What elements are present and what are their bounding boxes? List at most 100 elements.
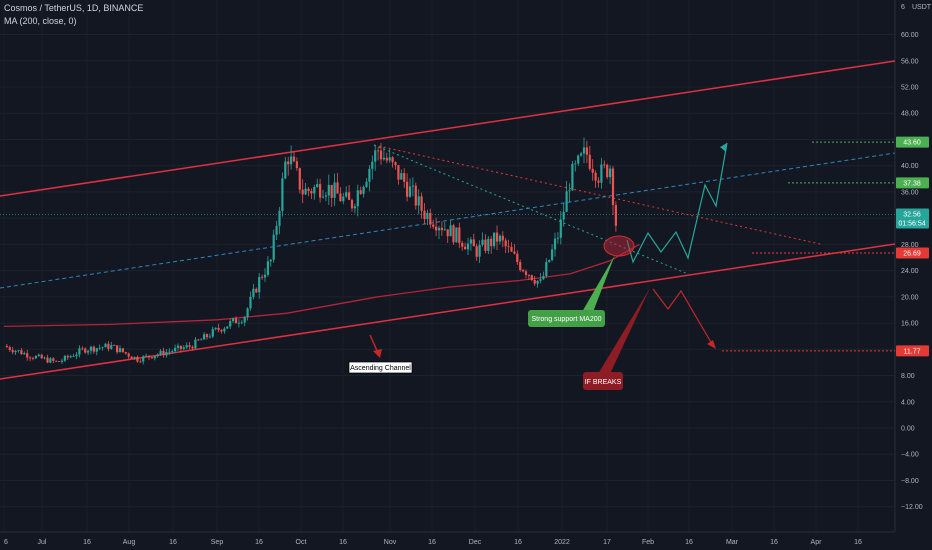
candle-body xyxy=(484,239,487,251)
candle-body xyxy=(345,192,348,197)
candle-body xyxy=(516,253,519,263)
y-tick-label: 40.00 xyxy=(901,163,919,170)
candles xyxy=(5,137,617,365)
candle-body xyxy=(362,186,365,194)
x-tick-label: 16 xyxy=(169,539,177,546)
candle-body xyxy=(118,348,122,353)
candle-body xyxy=(510,246,513,252)
candle-body xyxy=(379,150,383,160)
candle-body xyxy=(69,356,72,358)
x-tick-label: Apr xyxy=(811,539,823,546)
candle-body xyxy=(522,270,525,272)
candle-body xyxy=(11,350,14,353)
candle-body xyxy=(139,361,142,363)
y-tick-label: 28.00 xyxy=(901,242,919,249)
candle-body xyxy=(182,347,185,349)
x-tick-label: 16 xyxy=(83,539,91,546)
candle-body xyxy=(226,326,229,329)
y-tick-label: 60.00 xyxy=(901,32,919,39)
candle-body xyxy=(110,345,113,349)
candle-body xyxy=(342,196,345,202)
candle-body xyxy=(353,206,356,209)
candle-body xyxy=(548,259,551,262)
candle-body xyxy=(464,246,467,250)
candle-body xyxy=(577,155,580,164)
candle-body xyxy=(23,353,26,355)
candle-body xyxy=(194,339,197,349)
candle-body xyxy=(159,350,162,355)
candle-body xyxy=(556,237,559,239)
candle-body xyxy=(551,249,554,260)
candle-body xyxy=(330,184,333,198)
candle-body xyxy=(388,157,391,161)
candle-body xyxy=(519,262,522,271)
candle-body xyxy=(385,157,388,161)
candle-body xyxy=(205,334,209,338)
candle-body xyxy=(446,229,449,237)
x-tick-label: Feb xyxy=(642,539,654,546)
price-level-value: 43.60 xyxy=(903,140,921,147)
candle-body xyxy=(614,205,617,226)
candle-body xyxy=(585,147,588,155)
x-tick-label: Jul xyxy=(38,539,47,546)
candle-body xyxy=(5,346,8,348)
last-price-value: 32.56 xyxy=(903,211,921,218)
candle-body xyxy=(307,188,310,192)
candle-body xyxy=(84,348,87,353)
candle-body xyxy=(95,348,98,352)
candle-body xyxy=(580,153,583,156)
candle-body xyxy=(478,244,481,257)
candle-body xyxy=(377,150,380,152)
candle-body xyxy=(313,186,316,194)
candle-body xyxy=(263,274,267,278)
candle-body xyxy=(333,182,336,198)
candle-body xyxy=(266,261,269,275)
candle-body xyxy=(52,358,55,361)
y-tick-label: 36.00 xyxy=(901,189,919,196)
price-level-tag xyxy=(896,247,929,259)
candle-body xyxy=(121,348,124,353)
candle-body xyxy=(461,242,464,247)
candle-body xyxy=(252,288,255,297)
candle-body xyxy=(87,350,90,353)
candle-body xyxy=(92,346,95,352)
candle-body xyxy=(382,157,385,160)
candle-body xyxy=(14,350,17,353)
candle-body xyxy=(153,356,156,359)
candle-body xyxy=(565,191,568,212)
candle-body xyxy=(290,156,293,165)
candle-body xyxy=(403,173,406,182)
candle-body xyxy=(232,318,235,322)
candle-body xyxy=(374,150,377,162)
candle-body xyxy=(594,172,597,181)
candle-body xyxy=(437,227,441,231)
candle-body xyxy=(440,227,443,231)
y-tick-label: 52.00 xyxy=(901,84,919,91)
channel-upper-line xyxy=(0,60,896,197)
candle-body xyxy=(371,161,374,169)
candle-body xyxy=(101,347,104,349)
candle-body xyxy=(20,350,23,355)
x-tick-label: 16 xyxy=(514,539,522,546)
candle-body xyxy=(127,353,130,357)
candle-body xyxy=(58,361,61,363)
channel-midline xyxy=(0,152,896,289)
y-tick-label: 56.00 xyxy=(901,58,919,65)
candle-body xyxy=(145,355,148,357)
chart-legend: Cosmos / TetherUS, 1D, BINANCE MA (200, … xyxy=(4,2,143,28)
candle-body xyxy=(278,210,281,226)
price-level-tag xyxy=(896,177,929,189)
candle-body xyxy=(368,168,371,182)
candle-body xyxy=(530,275,533,281)
candle-body xyxy=(29,357,32,359)
x-tick-label: Nov xyxy=(384,539,397,546)
candle-body xyxy=(40,354,43,359)
ascending-channel-label-box xyxy=(348,361,413,374)
candle-body xyxy=(394,162,397,166)
x-tick-label: 16 xyxy=(854,539,862,546)
candle-body xyxy=(295,161,298,169)
candle-body xyxy=(55,360,58,362)
candle-body xyxy=(588,154,591,169)
candle-body xyxy=(147,355,151,358)
